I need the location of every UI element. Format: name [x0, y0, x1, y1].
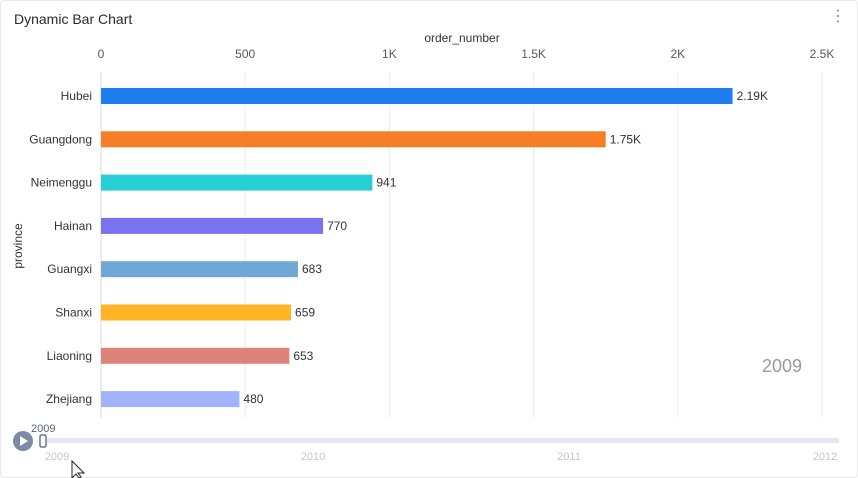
timeline-year-ticks: 2009 2010 2011 2012 [45, 451, 837, 463]
category-label: Shanxi [55, 306, 92, 320]
timeline-year-label[interactable]: 2012 [813, 451, 837, 463]
x-tick-label: 0 [98, 47, 105, 61]
bar[interactable] [101, 131, 606, 148]
category-label: Neimenggu [31, 176, 92, 190]
value-label: 653 [293, 349, 313, 363]
value-label: 2.19K [737, 89, 768, 103]
x-tick-label: 2K [670, 47, 685, 61]
bar[interactable] [101, 88, 733, 104]
bar[interactable] [101, 304, 292, 321]
play-icon[interactable] [20, 436, 28, 446]
bar[interactable] [101, 174, 373, 191]
bar[interactable] [101, 347, 290, 364]
value-label: 683 [302, 262, 322, 276]
x-axis-ticks: 0 500 1K 1.5K 2K 2.5K [98, 47, 835, 61]
x-tick-label: 1.5K [521, 47, 546, 61]
chart-title: Dynamic Bar Chart [14, 11, 133, 27]
timeline-year-label[interactable]: 2010 [301, 451, 325, 463]
timeline-year-label[interactable]: 2009 [45, 451, 69, 463]
value-label: 659 [295, 306, 315, 320]
category-label: Hainan [54, 219, 92, 233]
more-vertical-icon[interactable]: ⋮ [830, 8, 846, 25]
bar[interactable] [101, 261, 298, 278]
mouse-pointer-icon [71, 459, 86, 478]
x-tick-label: 500 [235, 47, 255, 61]
category-label: Hubei [61, 89, 92, 103]
year-watermark: 2009 [762, 356, 802, 376]
bar[interactable] [101, 217, 324, 234]
value-label: 1.75K [610, 132, 641, 146]
gridlines [100, 72, 823, 418]
value-label: 480 [243, 392, 263, 406]
category-label: Zhejiang [46, 392, 92, 406]
x-axis-title: order_number [424, 31, 499, 45]
y-axis-title: province [11, 223, 25, 269]
value-label: 770 [327, 219, 347, 233]
category-label: Guangxi [47, 262, 92, 276]
timeline-year-label[interactable]: 2011 [557, 451, 581, 463]
x-tick-label: 1K [382, 47, 397, 61]
bars: Hubei 2.19K Guangdong 1.75K Neimenggu 941 Hain… [29, 88, 768, 408]
timeline-handle[interactable] [39, 434, 47, 448]
timeline-current-year: 2009 [31, 423, 55, 435]
category-label: Guangdong [29, 132, 92, 146]
bar[interactable] [101, 391, 240, 408]
timeline-player: 2009 2009 2010 2011 2012 [13, 423, 839, 463]
category-label: Liaoning [47, 349, 92, 363]
value-label: 941 [376, 176, 396, 190]
timeline-track[interactable] [40, 438, 839, 443]
x-tick-label: 2.5K [810, 47, 835, 61]
